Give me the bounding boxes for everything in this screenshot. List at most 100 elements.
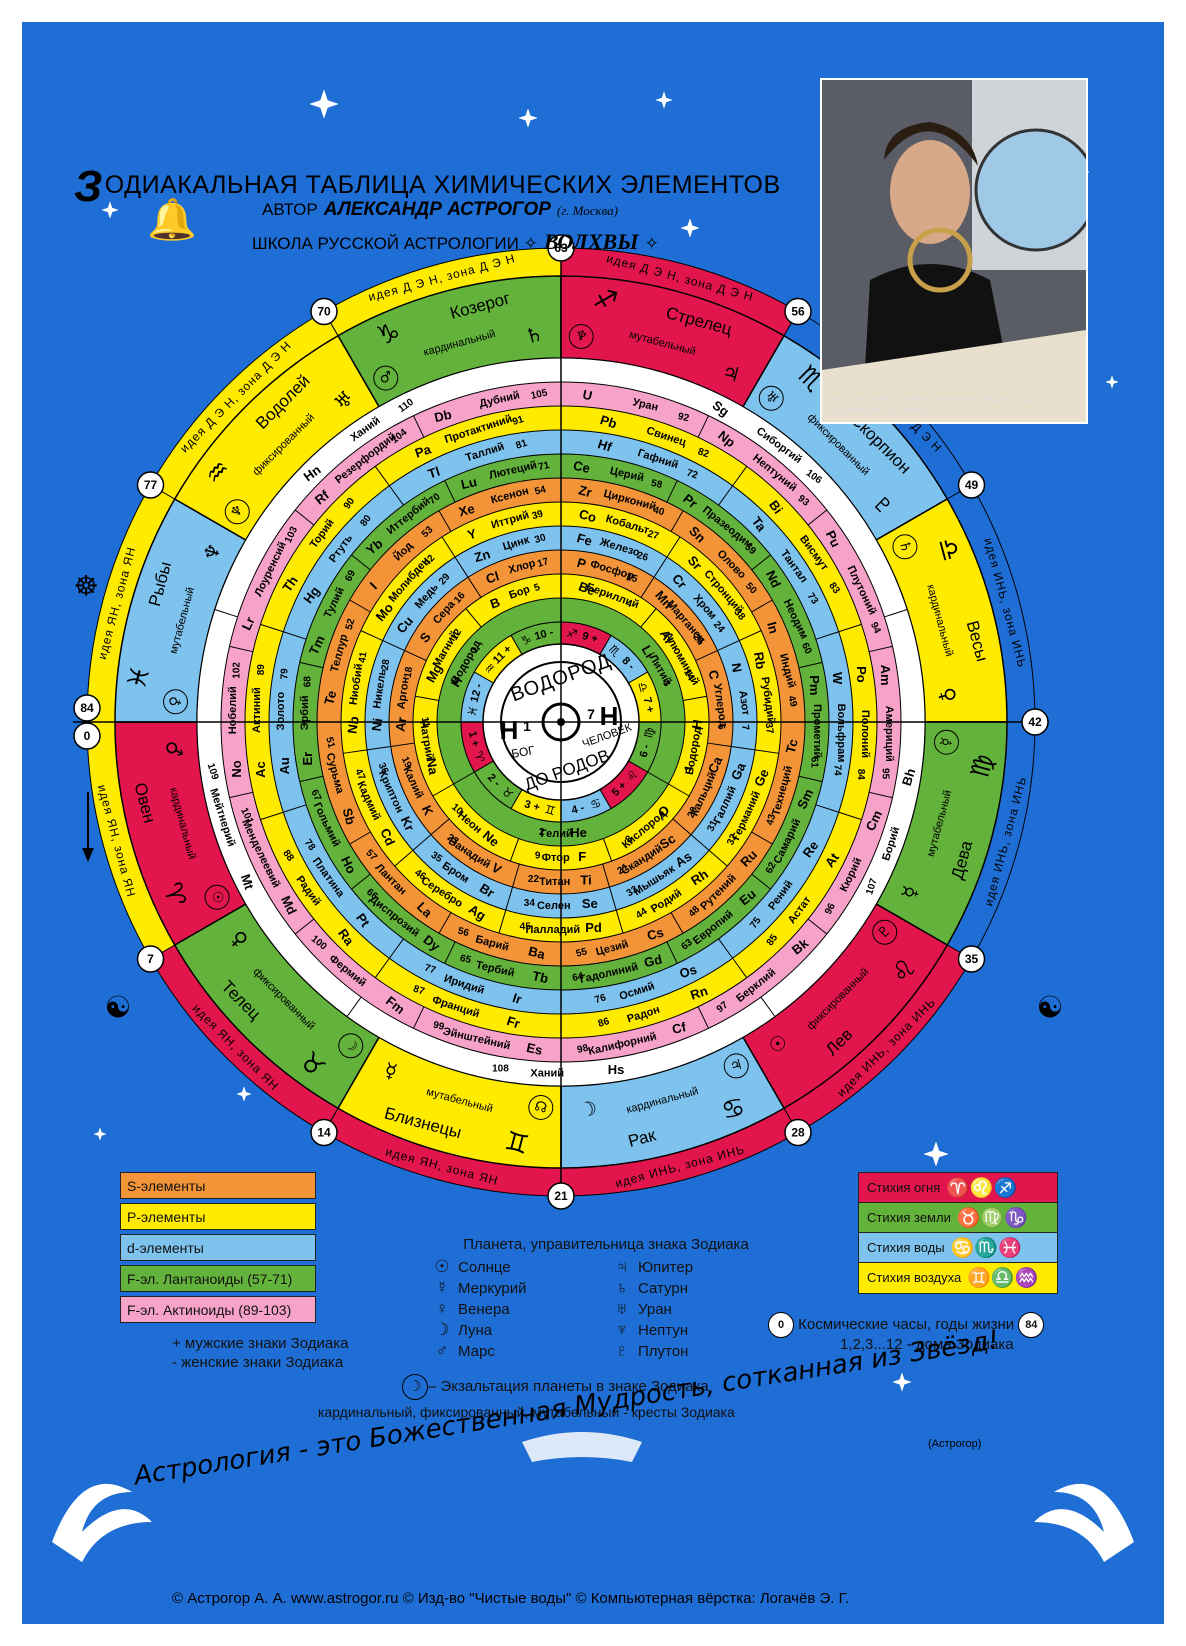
element-name: Ханий	[530, 1068, 564, 1080]
cell-divider	[366, 745, 391, 751]
planet-symbol-icon: ♀	[435, 1299, 449, 1318]
cell-divider	[349, 831, 371, 845]
cell-divider	[498, 909, 507, 934]
cell-divider	[388, 485, 404, 506]
exaltation-planet-icon: ♀	[166, 695, 184, 709]
house-sign-icon: ♎	[635, 680, 651, 694]
title-first-letter: З	[74, 162, 103, 211]
motto-author: (Астрогор)	[928, 1438, 982, 1450]
element-symbol: Bh	[899, 766, 919, 787]
stichia-legend: Стихия огня ♈♌♐ Стихия земли ♉♍♑ Стихия воды…	[858, 1172, 1058, 1294]
planet-entry: ♃ Юпитер	[606, 1257, 786, 1278]
element-number: 69	[343, 568, 358, 583]
clock-year-label: 7	[147, 952, 154, 966]
element-number: 91	[511, 414, 525, 428]
decor-symbol-icon: ☯	[1037, 991, 1064, 1026]
element-symbol: Se	[582, 896, 598, 911]
element-number: 52	[344, 617, 358, 631]
title-rest: ОДИАКАЛЬНАЯ ТАБЛИЦА ХИМИЧЕСКИХ ЭЛЕМЕНТОВ	[104, 171, 781, 199]
exaltation-circle	[224, 499, 250, 525]
element-symbol: Am	[878, 665, 893, 686]
element-symbol: Na	[424, 757, 442, 777]
element-number: 47	[352, 767, 367, 782]
planet-symbol-icon: ☉	[434, 1257, 450, 1276]
clock-year-label: 56	[791, 305, 805, 319]
cell-divider	[690, 834, 710, 851]
element-symbol: Mt	[238, 872, 257, 892]
stichia-item: Стихия земли ♉♍♑	[859, 1203, 1057, 1233]
cell-divider	[666, 941, 678, 964]
clock-note: 0 Космические часы, годы жизни 84	[768, 1312, 1045, 1338]
author-city: (г. Москва)	[556, 203, 619, 218]
element-number: 19	[399, 755, 414, 770]
element-symbol: Tc	[783, 737, 801, 755]
ruler-planet-icon: ♀	[935, 685, 962, 705]
cell-divider	[653, 556, 668, 578]
element-number: 64	[571, 971, 585, 984]
clock-year-label: 28	[791, 1125, 805, 1139]
cell-divider	[815, 631, 839, 640]
element-number: 31	[705, 818, 720, 833]
element-symbol: Zr	[577, 482, 593, 500]
element-number: 4	[624, 598, 633, 610]
cell-divider	[467, 577, 482, 598]
clock-year-label: 77	[144, 478, 158, 492]
planets-legend: Планета, управительница знака Зодиака ☉ С…	[426, 1236, 786, 1362]
planet-entry: ♀ Венера	[426, 1299, 606, 1320]
clock-year-badge	[957, 471, 986, 499]
clock-year-badge	[547, 234, 575, 262]
author-photo: Астрология - Божественная Мудрость, сотк…	[820, 78, 1088, 424]
cell-divider	[214, 609, 238, 618]
ruler-planet-icon: ♆	[198, 540, 226, 564]
planet-entry: ☉ Солнце	[426, 1257, 606, 1278]
element-legend: S-элементы P-элементы d-элементы F-эл. Лант…	[120, 1172, 316, 1327]
element-symbol: Pb	[598, 412, 618, 431]
element-number: 58	[650, 478, 664, 491]
ruler-planet-icon: ♃	[719, 359, 743, 387]
element-number: 77	[423, 963, 437, 977]
cell-divider	[739, 630, 762, 642]
element-symbol: Xe	[457, 501, 476, 520]
clock-year-label: 21	[554, 1189, 568, 1203]
element-symbol: Rb	[751, 651, 768, 670]
element-number: 36	[376, 761, 391, 776]
cell-divider	[670, 912, 684, 934]
element-name: Аргон	[395, 676, 411, 710]
element-symbol: Lu	[459, 474, 478, 492]
element-symbol: Pd	[585, 920, 602, 935]
element-symbol: Os	[678, 962, 699, 982]
planet-symbol-icon: ☿	[435, 1278, 449, 1297]
cell-divider	[512, 863, 520, 888]
planet-entry: ☿ Меркурий	[426, 1278, 606, 1299]
cell-divider	[868, 645, 893, 653]
element-name: Гелий	[540, 828, 572, 840]
planet-symbol-icon: ♅	[615, 1299, 629, 1318]
cell-divider	[465, 608, 482, 628]
cell-divider	[683, 695, 707, 701]
element-number: 98	[576, 1043, 590, 1056]
clock-year-badge	[136, 471, 165, 499]
element-name: Ниобий	[348, 663, 366, 706]
planet-entry: ♄ Сатурн	[606, 1278, 786, 1299]
ruler-planet-icon: ♄	[522, 321, 546, 349]
ruler-planet-icon: ☿	[382, 1058, 400, 1084]
planet-name: Солнце	[458, 1259, 511, 1276]
exaltation-planet-icon: ♃	[728, 1057, 744, 1076]
element-name: Палладий	[526, 924, 581, 936]
planets-title: Планета, управительница знака Зодиака	[463, 1236, 749, 1253]
planet-symbol-icon: ☽	[434, 1320, 450, 1339]
house-label: 9 +	[581, 630, 599, 646]
cell-divider	[260, 623, 284, 633]
cell-divider	[602, 863, 610, 888]
cell-divider	[695, 650, 718, 661]
author-prefix: АВТОР	[262, 200, 318, 219]
house-label: 7 +	[641, 696, 657, 714]
element-symbol: Pa	[413, 441, 433, 460]
element-symbol: Co	[577, 506, 598, 525]
cell-divider	[708, 849, 728, 867]
planet-entry: ♆ Нептун	[606, 1320, 786, 1341]
center-right-symbol: H	[600, 701, 619, 731]
cell-divider	[294, 918, 315, 935]
element-name: Золото	[275, 691, 287, 730]
legend-item: F-эл. Актиноиды (89-103)	[120, 1296, 316, 1323]
